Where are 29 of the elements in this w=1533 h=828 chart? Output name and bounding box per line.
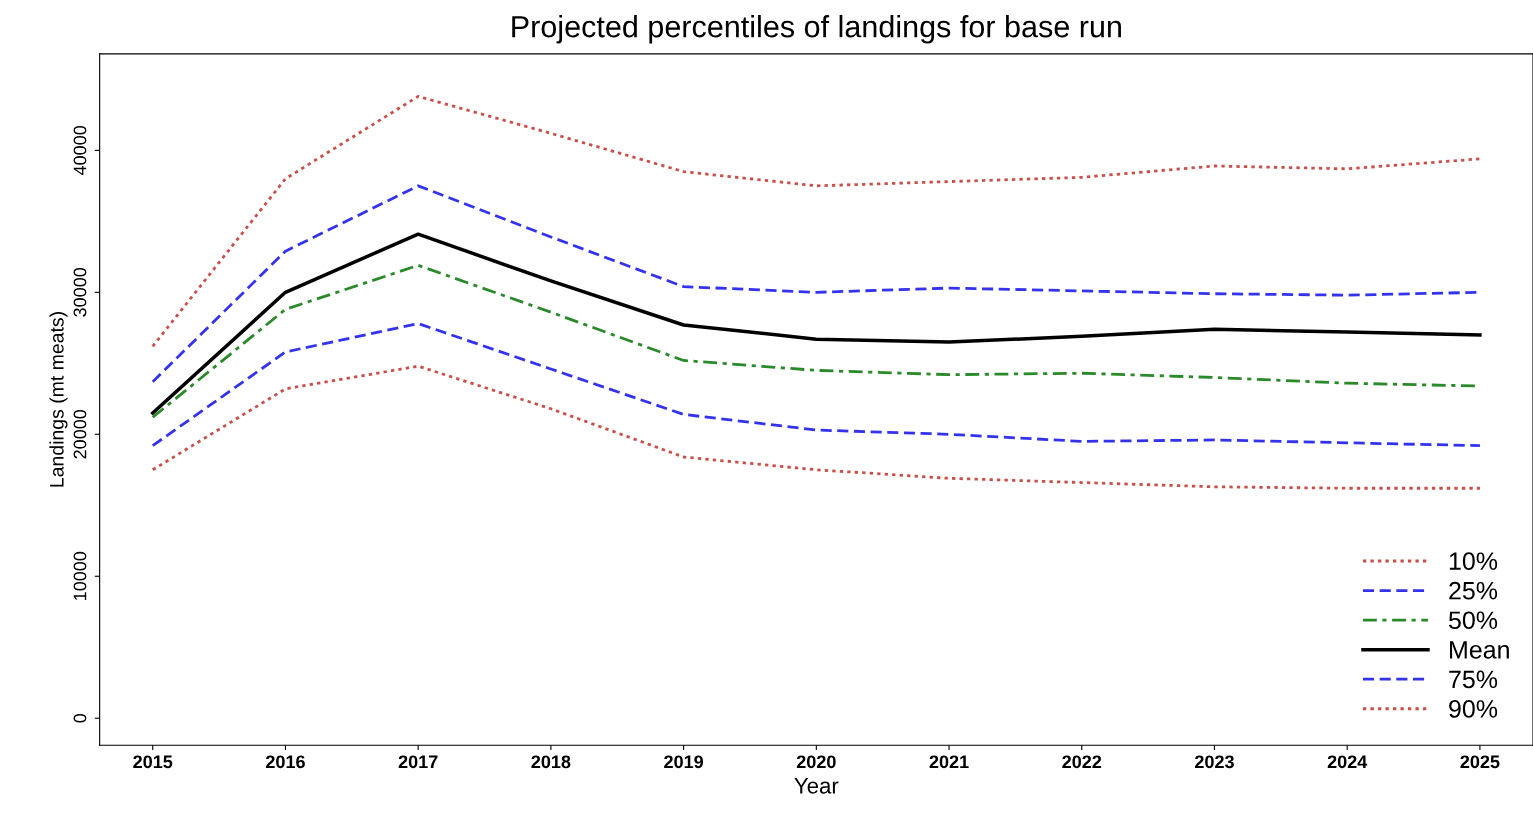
x-tick-label: 2023 <box>1195 755 1234 769</box>
y-tick-label: 20000 <box>73 409 87 459</box>
x-tick-label: 2016 <box>266 755 305 769</box>
legend-label: Mean <box>1450 641 1509 659</box>
line-series <box>150 232 1482 415</box>
x-tick-label: 2025 <box>1460 755 1500 769</box>
chart-title: Projected percentiles of landings for base run <box>512 15 1121 44</box>
legend-label: 90% <box>1449 700 1498 718</box>
x-tick-label: 2022 <box>1062 755 1102 769</box>
legend-label: 25% <box>1449 581 1498 600</box>
legend-label: 10% <box>1449 552 1498 570</box>
x-tick-label: 2021 <box>929 755 969 769</box>
y-tick-label: 10000 <box>73 551 87 600</box>
x-tick-label: 2018 <box>531 755 571 769</box>
line-series <box>151 95 1482 348</box>
y-tick-label: 40000 <box>73 125 87 176</box>
x-tick-label: 2024 <box>1327 755 1368 769</box>
legend-label: 75% <box>1449 670 1498 689</box>
y-tick-label: 30000 <box>73 267 87 317</box>
legend-label: 50% <box>1448 611 1498 630</box>
x-tick-label: 2017 <box>398 755 438 769</box>
x-tick-label: 2015 <box>133 755 173 769</box>
y-axis-title: Landings (mt meats) <box>49 312 68 487</box>
line-series <box>151 364 1482 490</box>
y-tick-label: 0 <box>73 713 87 723</box>
x-tick-label: 2020 <box>796 755 836 769</box>
line-series <box>151 322 1482 448</box>
x-axis-title: Year <box>794 778 839 794</box>
x-tick-label: 2019 <box>664 755 704 769</box>
